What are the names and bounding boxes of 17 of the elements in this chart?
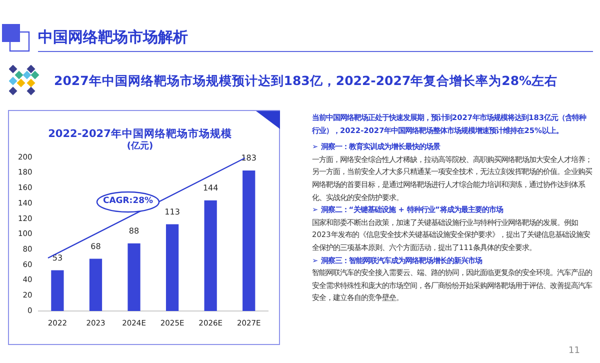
bar — [166, 224, 179, 311]
data-label: 113 — [164, 207, 180, 216]
text: 11 — [568, 346, 580, 356]
y-axis-title: (亿元) — [126, 140, 154, 152]
data-label: 88 — [128, 226, 140, 236]
bar — [204, 200, 217, 311]
bar — [89, 258, 102, 311]
text: 中国网络靶场市场解析 — [38, 28, 188, 47]
bar — [128, 243, 140, 311]
text: 2027年中国网络靶场市场规模预计达到183亿，2022-2027年复合增长率为28%左右 — [54, 73, 558, 90]
chart-title: 2022-2027年中国网络靶场市场规模 — [48, 127, 232, 140]
bar — [242, 170, 256, 311]
data-label: 68 — [90, 242, 101, 251]
bar — [51, 270, 64, 311]
annotation: CAGR:28% — [102, 196, 154, 206]
data-label: 183 — [241, 154, 256, 163]
data-label: 144 — [202, 183, 218, 192]
